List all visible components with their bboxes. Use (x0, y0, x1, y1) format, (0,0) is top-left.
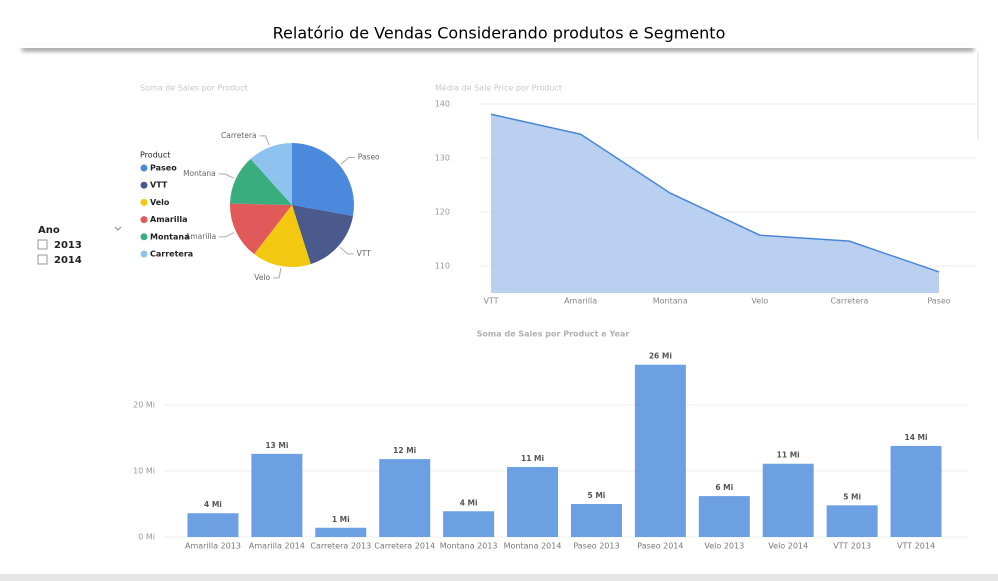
slicer-option[interactable]: 2013 (54, 240, 82, 251)
bottom-strip (0, 574, 998, 581)
legend-marker (140, 181, 148, 189)
x-tick-label: Paseo 2013 (573, 542, 619, 551)
slice-label: Amarilla (185, 232, 216, 241)
value-label: 14 Mi (904, 433, 927, 442)
value-label: 13 Mi (265, 441, 288, 450)
bar (507, 467, 559, 537)
x-tick-label: Amarilla 2014 (249, 542, 305, 551)
value-label: 5 Mi (843, 492, 861, 501)
pie-slice (250, 143, 292, 205)
area-fill (491, 114, 939, 293)
x-tick-label: Carretera 2013 (310, 542, 371, 551)
legend-label: VTT (150, 181, 168, 190)
value-label: 12 Mi (393, 446, 416, 455)
legend-marker (140, 164, 148, 172)
x-tick-label: Carretera (830, 297, 868, 306)
bar (634, 364, 686, 537)
x-tick-label: Amarilla 2013 (185, 542, 241, 551)
bar (890, 445, 942, 537)
x-tick-label: VTT (483, 297, 498, 306)
slice-label: Velo (254, 273, 270, 282)
leader-line (219, 232, 235, 238)
value-label: 11 Mi (777, 451, 800, 460)
legend-title: Product (140, 151, 170, 160)
x-tick-label: VTT 2014 (897, 542, 935, 551)
x-tick-label: Paseo (927, 297, 950, 306)
x-tick-label: Velo 2014 (768, 542, 808, 551)
leader-line (259, 135, 270, 146)
bar (251, 453, 303, 537)
slicer-option[interactable]: 2014 (54, 255, 82, 266)
y-tick-label: 120 (435, 208, 450, 217)
y-tick-label: 140 (435, 100, 450, 109)
legend-label: Montana (150, 232, 189, 241)
slicer-checkbox[interactable] (37, 239, 48, 250)
bar (826, 505, 878, 537)
bar (315, 527, 367, 537)
page-title: Relatório de Vendas Considerando produto… (273, 24, 726, 43)
legend-marker (140, 198, 148, 206)
title-bar (20, 44, 976, 48)
chart-title: Média de Sale Price por Product (435, 83, 562, 93)
x-tick-label: Montana (653, 297, 688, 306)
value-label: 6 Mi (715, 483, 733, 492)
y-tick-label: 10 Mi (133, 467, 155, 476)
x-tick-label: Amarilla (564, 297, 597, 306)
pie-slice (254, 205, 311, 267)
value-label: 1 Mi (332, 515, 350, 524)
legend-marker (140, 233, 148, 241)
y-tick-label: 20 Mi (133, 401, 155, 410)
leader-line (218, 173, 235, 179)
x-tick-label: Montana 2014 (504, 542, 562, 551)
slice-label: Carretera (221, 131, 257, 140)
bar (379, 459, 431, 537)
x-tick-label: Montana 2013 (440, 542, 498, 551)
y-tick-label: 110 (435, 262, 450, 271)
slice-label: Montana (183, 169, 216, 178)
value-label: 4 Mi (204, 500, 222, 509)
y-tick-label: 130 (435, 154, 450, 163)
value-label: 4 Mi (460, 498, 478, 507)
legend-label: Velo (150, 198, 170, 207)
legend-marker (140, 250, 148, 258)
bar (762, 463, 814, 537)
legend-label: Amarilla (150, 215, 188, 224)
y-tick-label: 0 Mi (138, 533, 155, 542)
legend-label: Carretera (150, 250, 193, 259)
bar (698, 496, 750, 537)
leader-line (273, 267, 282, 279)
bar (187, 513, 239, 537)
pie-slice (230, 203, 292, 255)
x-tick-label: Velo (751, 297, 768, 306)
slice-label: VTT (357, 249, 372, 258)
slicer-chevron[interactable] (114, 226, 122, 231)
legend-label: Paseo (150, 164, 177, 173)
value-label: 26 Mi (649, 352, 672, 361)
bar (570, 504, 622, 537)
x-tick-label: Velo 2013 (704, 542, 744, 551)
value-label: 5 Mi (588, 491, 606, 500)
slicer-title: Ano (38, 225, 60, 236)
pie-slice (292, 143, 354, 216)
leader-line (339, 246, 354, 255)
bar (443, 511, 495, 537)
title-shadow (22, 47, 974, 51)
chart-title: Soma de Sales por Product (140, 84, 248, 93)
legend-marker (140, 216, 148, 224)
slice-label: Paseo (358, 153, 380, 162)
slicer-checkbox[interactable] (37, 254, 48, 265)
pie-slice (230, 158, 292, 205)
value-label: 11 Mi (521, 454, 544, 463)
pie-slice (292, 205, 354, 265)
chart-title: Soma de Sales por Product e Year (477, 330, 630, 339)
x-tick-label: Paseo 2014 (637, 542, 683, 551)
x-tick-label: VTT 2013 (833, 542, 871, 551)
x-tick-label: Carretera 2014 (374, 542, 435, 551)
area-line (490, 113, 940, 273)
leader-line (340, 157, 355, 165)
